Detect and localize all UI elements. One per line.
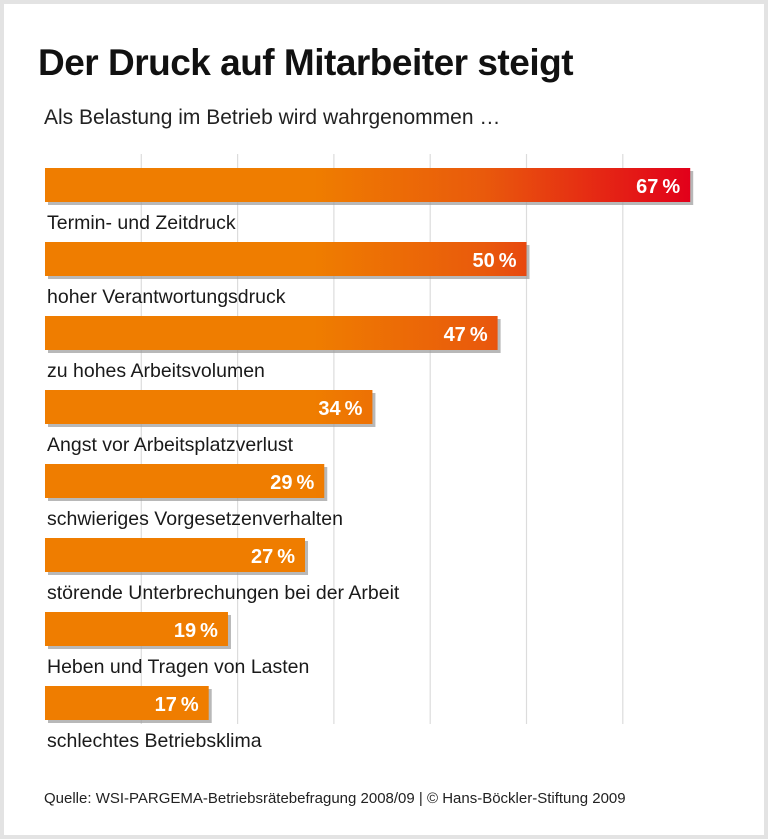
value-label: 29 % xyxy=(270,472,314,494)
category-label: zu hohes Arbeitsvolumen xyxy=(47,360,265,382)
value-label: 34 % xyxy=(318,398,362,420)
bar xyxy=(45,612,228,646)
bar xyxy=(45,316,498,350)
bar xyxy=(45,686,209,720)
category-label: Angst vor Arbeitsplatzverlust xyxy=(47,434,294,456)
bar-chart: 67 % Termin- und Zeitdruck 50 % hoher Veran… xyxy=(45,154,694,752)
value-label: 27 % xyxy=(251,546,295,568)
value-label: 19 % xyxy=(174,620,218,642)
category-label: schwieriges Vorgesetzenverhalten xyxy=(47,508,343,530)
value-label: 50 % xyxy=(472,250,516,272)
value-label: 67 % xyxy=(636,176,680,198)
chart-subtitle: Als Belastung im Betrieb wird wahrgenomm… xyxy=(44,106,501,129)
chart-title: Der Druck auf Mitarbeiter steigt xyxy=(38,42,574,83)
value-label: 17 % xyxy=(155,694,199,716)
category-label: störende Unterbrechungen bei der Arbeit xyxy=(47,582,400,604)
bar xyxy=(45,390,373,424)
category-label: schlechtes Betriebsklima xyxy=(47,730,262,752)
bar xyxy=(45,168,691,202)
category-label: hoher Verantwortungsdruck xyxy=(47,286,286,308)
category-label: Heben und Tragen von Lasten xyxy=(47,656,309,678)
source-note: Quelle: WSI-PARGEMA-Betriebsrätebefragun… xyxy=(44,790,626,807)
value-label: 47 % xyxy=(444,324,488,346)
bar xyxy=(45,242,527,276)
bar xyxy=(45,464,325,498)
category-label: Termin- und Zeitdruck xyxy=(47,212,236,234)
bar xyxy=(45,538,306,572)
